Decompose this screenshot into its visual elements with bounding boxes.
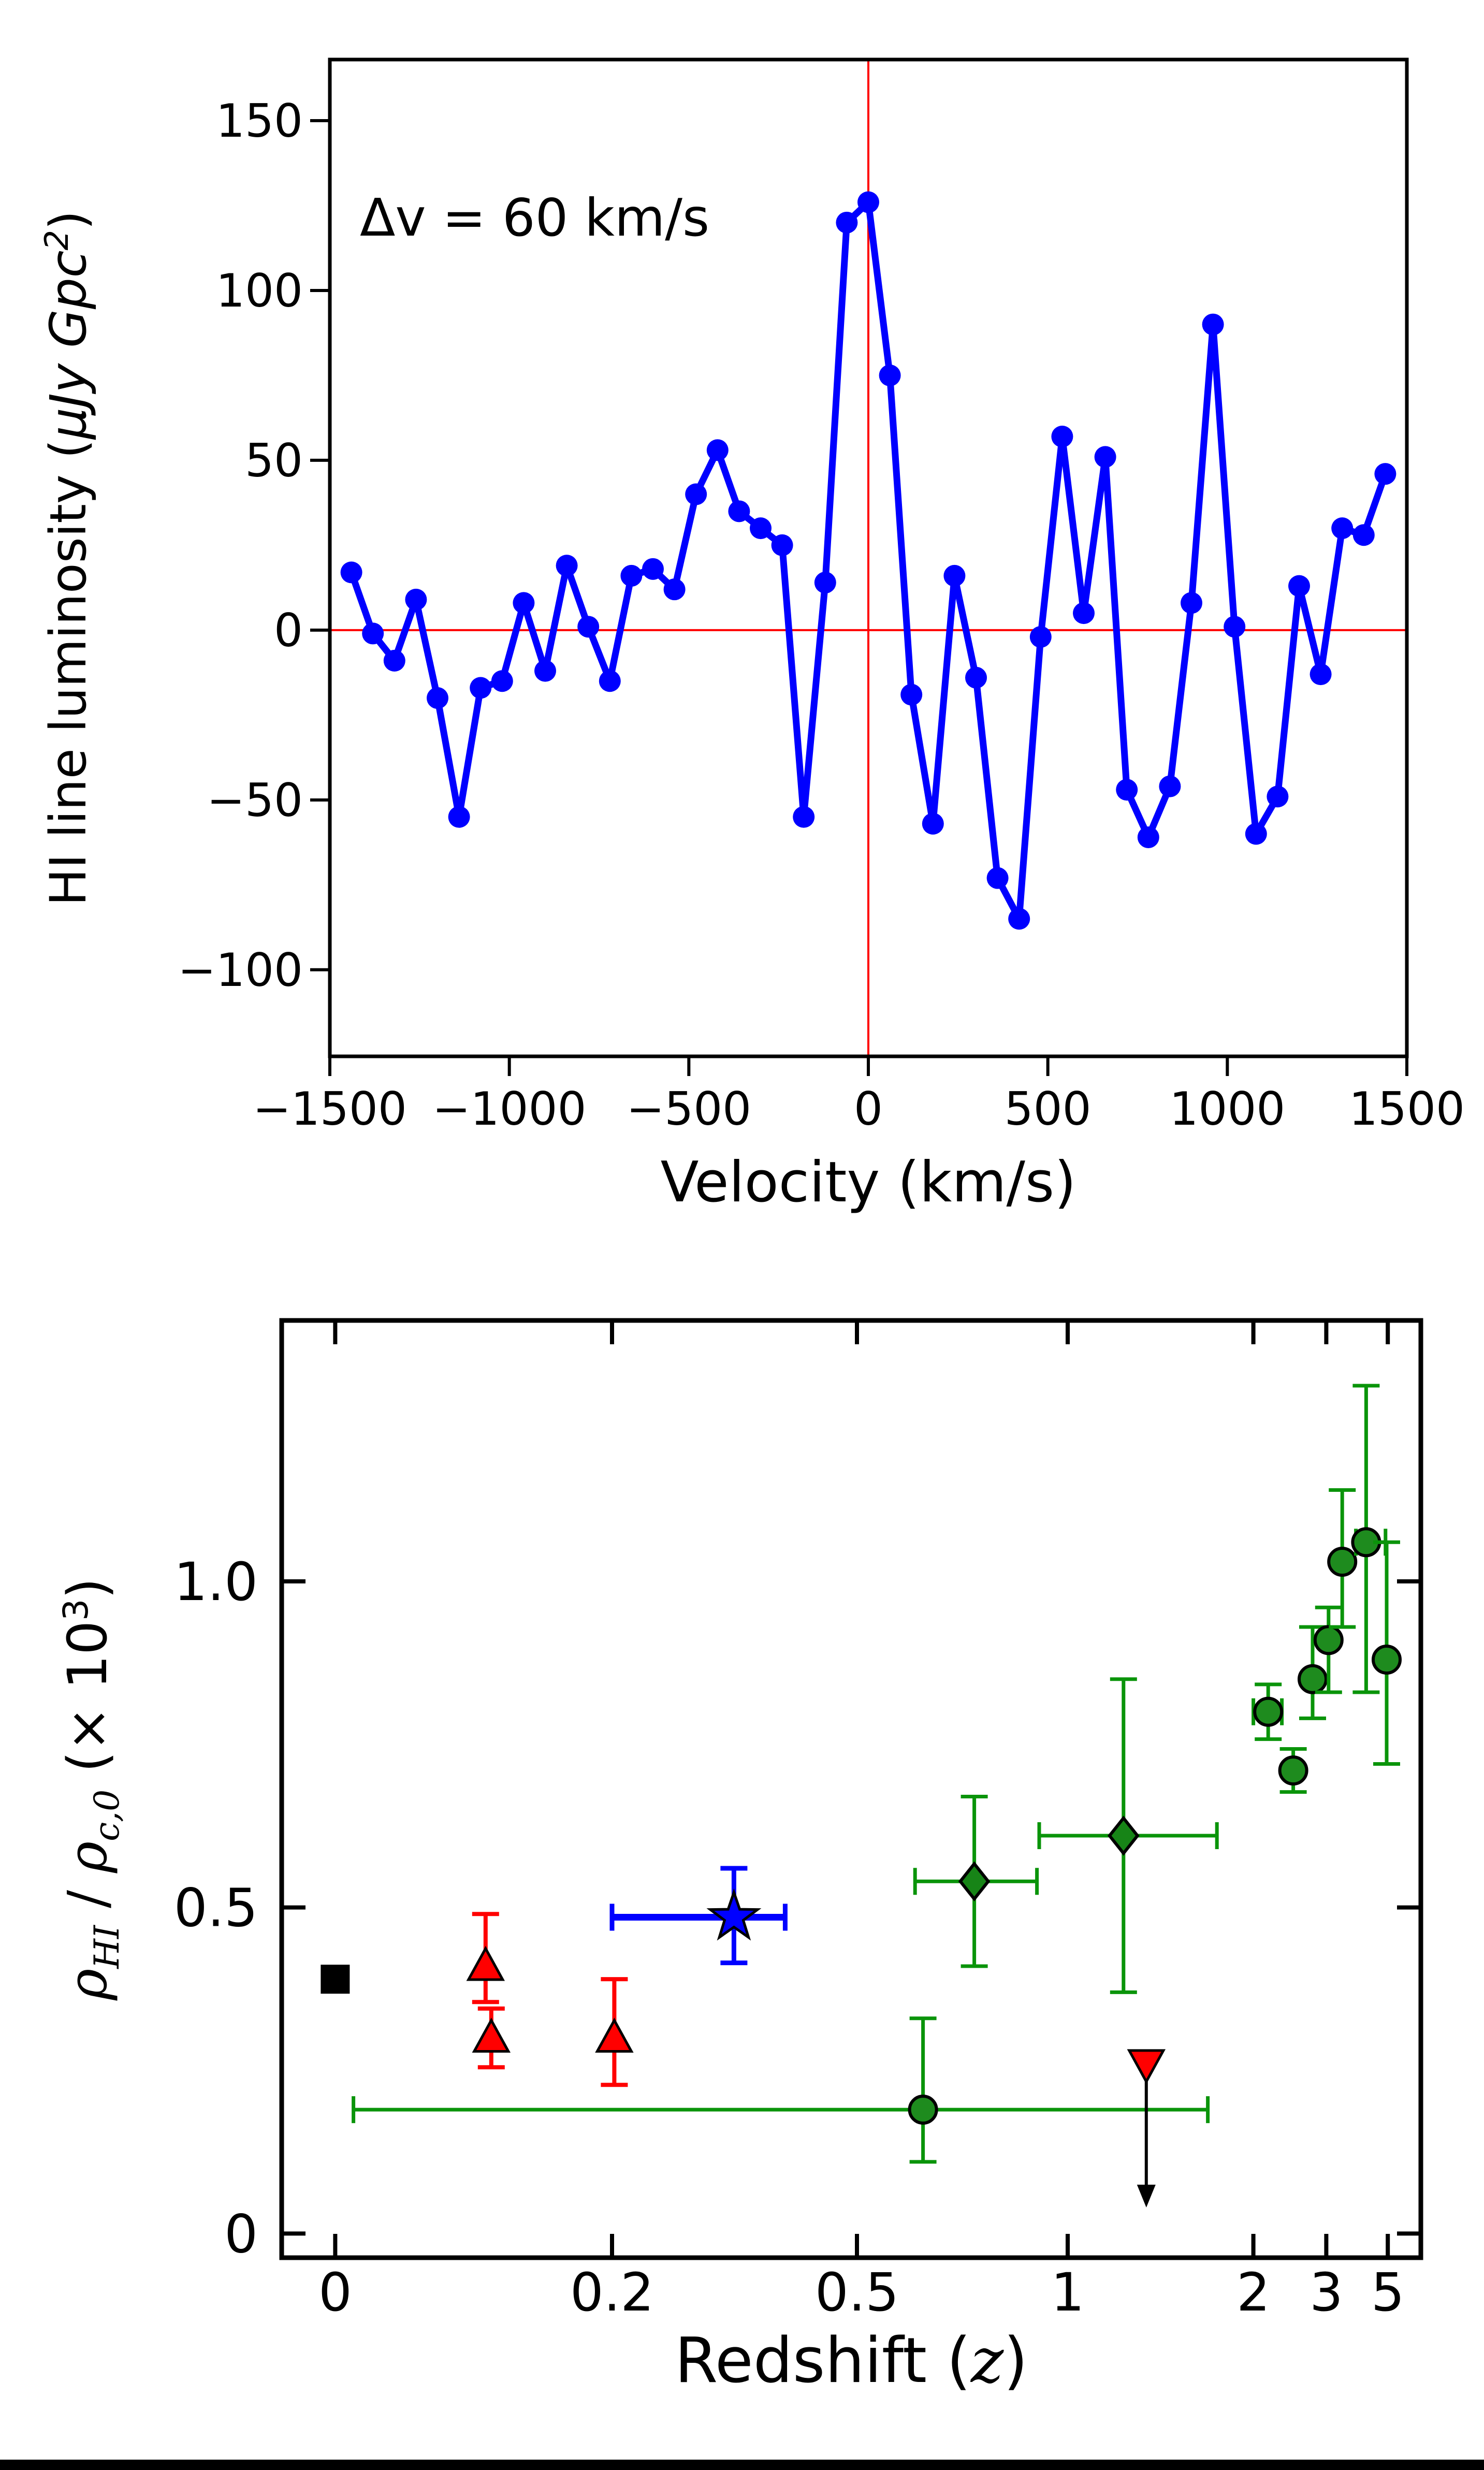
svg-text:500: 500 <box>1005 1082 1092 1136</box>
velocity-spectrum-chart: −1500 −1000 −500 0 500 1000 1500150100500−50−1… <box>178 57 1465 1136</box>
svg-text:−1500: −1500 <box>253 1082 407 1136</box>
bottom-yaxis-label: ρHI / ρc,0 (× 103) <box>56 1578 127 2001</box>
top-yaxis-label: HI line luminosity (μJy Gpc2) <box>38 211 97 906</box>
svg-text:100: 100 <box>216 264 303 317</box>
svg-text:1.0: 1.0 <box>174 1551 258 1613</box>
svg-text:1500: 1500 <box>1349 1082 1465 1136</box>
svg-text:0.5: 0.5 <box>815 2262 899 2323</box>
svg-text:2: 2 <box>1236 2262 1270 2323</box>
svg-text:1000: 1000 <box>1169 1082 1285 1136</box>
svg-text:−50: −50 <box>207 774 303 827</box>
svg-text:150: 150 <box>216 94 303 148</box>
svg-text:3: 3 <box>1310 2262 1343 2323</box>
rho-hi-redshift-chart: 0 0.2 0.5 1 2 3 5 0 0.5 1.0 <box>174 1318 1423 2323</box>
svg-text:−1000: −1000 <box>432 1082 587 1136</box>
top-xaxis-label: Velocity (km/s) <box>661 1150 1076 1215</box>
bottom-black-bar <box>0 2460 1484 2470</box>
svg-text:0: 0 <box>318 2262 352 2323</box>
svg-text:−100: −100 <box>178 943 303 997</box>
svg-text:0.5: 0.5 <box>174 1878 258 1939</box>
svg-text:0: 0 <box>854 1082 883 1136</box>
svg-text:1: 1 <box>1051 2262 1085 2323</box>
svg-text:0.2: 0.2 <box>570 2262 654 2323</box>
delta-v-annotation: Δv = 60 km/s <box>360 187 709 248</box>
svg-text:−500: −500 <box>626 1082 751 1136</box>
svg-text:5: 5 <box>1371 2262 1405 2323</box>
bottom-xaxis-label: Redshift (z) <box>675 2325 1028 2397</box>
svg-text:0: 0 <box>224 2203 258 2265</box>
svg-text:0: 0 <box>274 604 303 657</box>
svg-text:50: 50 <box>245 434 303 487</box>
